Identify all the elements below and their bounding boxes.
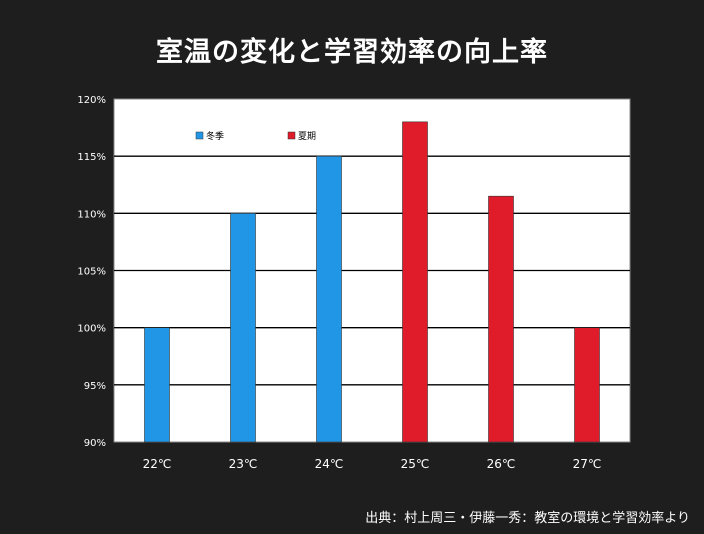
bar (574, 327, 600, 443)
y-axis-ticks: 90% 95% 100% 105% 110% 115% 120% (77, 95, 106, 449)
bar (144, 327, 170, 443)
bar (488, 195, 514, 443)
y-tick-label: 115% (77, 152, 106, 163)
x-tick-label: 26℃ (487, 457, 516, 471)
x-axis-ticks: 22℃ 23℃ 24℃ 25℃ 26℃ 27℃ (143, 457, 602, 471)
legend-swatch (195, 131, 204, 140)
legend-label: 夏期 (298, 131, 316, 142)
legend-swatch (287, 131, 296, 140)
x-tick-label: 23℃ (229, 457, 258, 471)
slide-title: 室温の変化と学習効率の向上率 (156, 37, 548, 68)
bar (316, 155, 342, 443)
x-tick-label: 27℃ (573, 457, 602, 471)
y-tick-label: 105% (77, 267, 106, 278)
y-tick-label: 100% (77, 324, 106, 335)
legend: 冬季 夏期 (195, 130, 316, 142)
y-tick-label: 120% (77, 95, 106, 106)
x-tick-label: 24℃ (315, 457, 344, 471)
y-tick-label: 110% (77, 209, 106, 220)
source-note: 出典：村上周三・伊藤一秀：教室の環境と学習効率より (365, 511, 690, 526)
x-tick-label: 22℃ (143, 457, 172, 471)
y-tick-label: 95% (84, 381, 106, 392)
x-tick-label: 25℃ (401, 457, 430, 471)
bar (402, 121, 428, 443)
legend-label: 冬季 (206, 130, 224, 142)
grid-lines (114, 155, 630, 386)
bar (230, 213, 256, 443)
y-tick-label: 90% (84, 438, 106, 449)
bars (144, 121, 600, 443)
